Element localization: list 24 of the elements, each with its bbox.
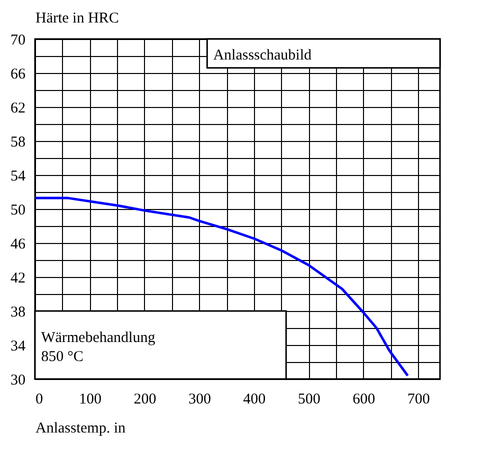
y-tick-label: 30 [10, 372, 26, 388]
x-tick-label: 700 [407, 392, 430, 408]
y-tick-label: 50 [10, 202, 26, 218]
y-axis-title: Härte in HRC [36, 10, 119, 26]
annotation: Anlassschaubild [213, 47, 312, 64]
x-tick-label: 500 [298, 392, 320, 408]
line-series [35, 196, 409, 377]
y-tick-label: 58 [10, 134, 26, 150]
x-tick-label: 0 [36, 392, 43, 408]
y-tick-label: 54 [10, 168, 26, 184]
y-tick-label: 42 [10, 270, 26, 286]
y-tick-label: 66 [10, 66, 26, 82]
x-tick-label: 600 [352, 392, 376, 408]
y-tick-label: 34 [10, 338, 26, 354]
x-tick-label: 200 [134, 392, 156, 408]
y-tick-label: 70 [10, 32, 26, 48]
y-tick-label: 62 [10, 100, 26, 116]
x-tick-label: 400 [243, 392, 266, 408]
x-tick-label: 100 [78, 392, 102, 408]
x-tick-label: 300 [188, 392, 211, 408]
annotation: Wärmebehandlung 850 °C [41, 330, 156, 365]
x-axis-title: Anlasstemp. in [36, 420, 126, 436]
y-tick-label: 38 [10, 304, 26, 320]
y-tick-label: 46 [10, 236, 26, 252]
